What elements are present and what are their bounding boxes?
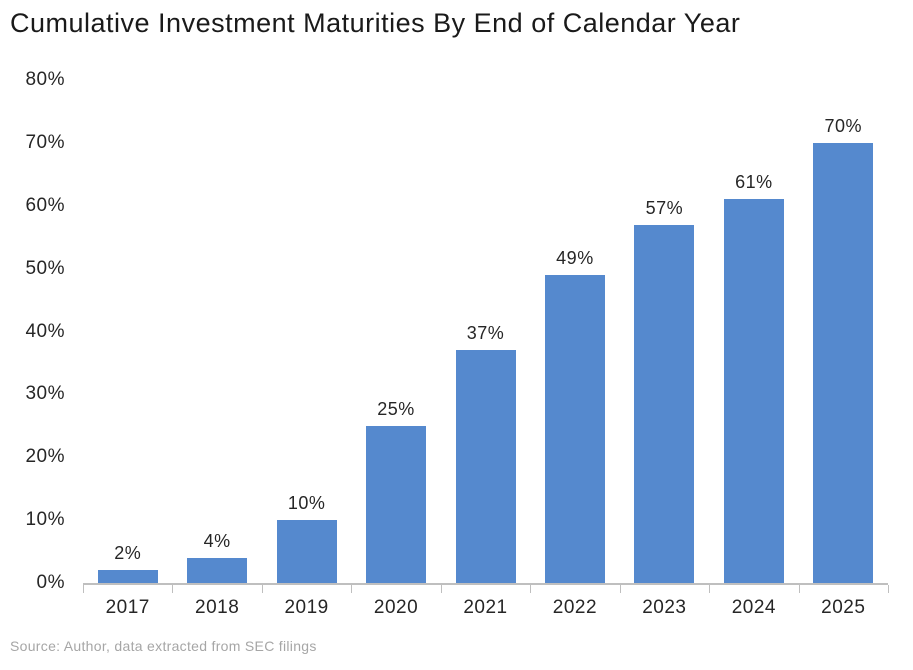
x-axis-label: 2021 [463, 597, 508, 618]
x-axis-tick [530, 585, 532, 593]
bar-2017 [97, 570, 158, 583]
x-axis-tick [351, 585, 353, 593]
x-axis-tick [440, 585, 442, 593]
bar-value-label: 49% [556, 247, 594, 268]
x-axis-label: 2019 [284, 597, 329, 618]
y-axis-label: 70% [25, 131, 65, 153]
bar-2021 [455, 350, 516, 583]
y-axis-label: 0% [36, 572, 65, 593]
bar-2025 [813, 142, 874, 583]
x-axis-label: 2022 [552, 597, 598, 618]
bar-2018 [187, 557, 248, 583]
bar-value-label: 10% [287, 493, 326, 514]
bar-value-label: 4% [203, 530, 231, 551]
x-axis-tick [798, 585, 800, 593]
x-axis-label: 2018 [195, 597, 240, 618]
x-axis-label: 2023 [642, 597, 687, 618]
bar-2023 [634, 224, 695, 583]
y-axis-label: 80% [25, 69, 65, 90]
y-axis-label: 50% [25, 257, 65, 279]
x-axis-tick [888, 585, 889, 593]
bar-value-label: 2% [114, 543, 142, 564]
x-axis-tick [172, 585, 174, 593]
bar-value-label: 37% [466, 323, 505, 344]
y-axis-label: 10% [25, 509, 65, 531]
x-axis-tick [83, 585, 84, 593]
bar-value-label: 61% [735, 172, 773, 193]
bar-value-label: 57% [645, 197, 684, 218]
x-axis-line [83, 583, 888, 585]
bar-value-label: 70% [824, 115, 863, 136]
x-axis-label: 2024 [731, 597, 776, 618]
bar-2019 [276, 520, 337, 583]
bar-value-label: 25% [377, 398, 415, 419]
y-axis-label: 60% [25, 194, 65, 216]
y-axis-label: 30% [25, 383, 65, 405]
x-axis-label: 2025 [821, 597, 866, 618]
bar-2020 [366, 425, 427, 583]
source-note: Source: Author, data extracted from SEC … [10, 638, 317, 654]
x-axis-tick [709, 585, 711, 593]
x-axis-label: 2020 [373, 597, 419, 618]
x-axis-tick [261, 585, 263, 593]
bar-2024 [723, 199, 784, 583]
y-axis-label: 20% [25, 446, 65, 468]
chart-title: Cumulative Investment Maturities By End … [10, 8, 741, 38]
x-axis-tick [619, 585, 621, 593]
bar-2022 [544, 274, 605, 583]
y-axis-label: 40% [25, 320, 65, 342]
x-axis-label: 2017 [105, 597, 150, 618]
